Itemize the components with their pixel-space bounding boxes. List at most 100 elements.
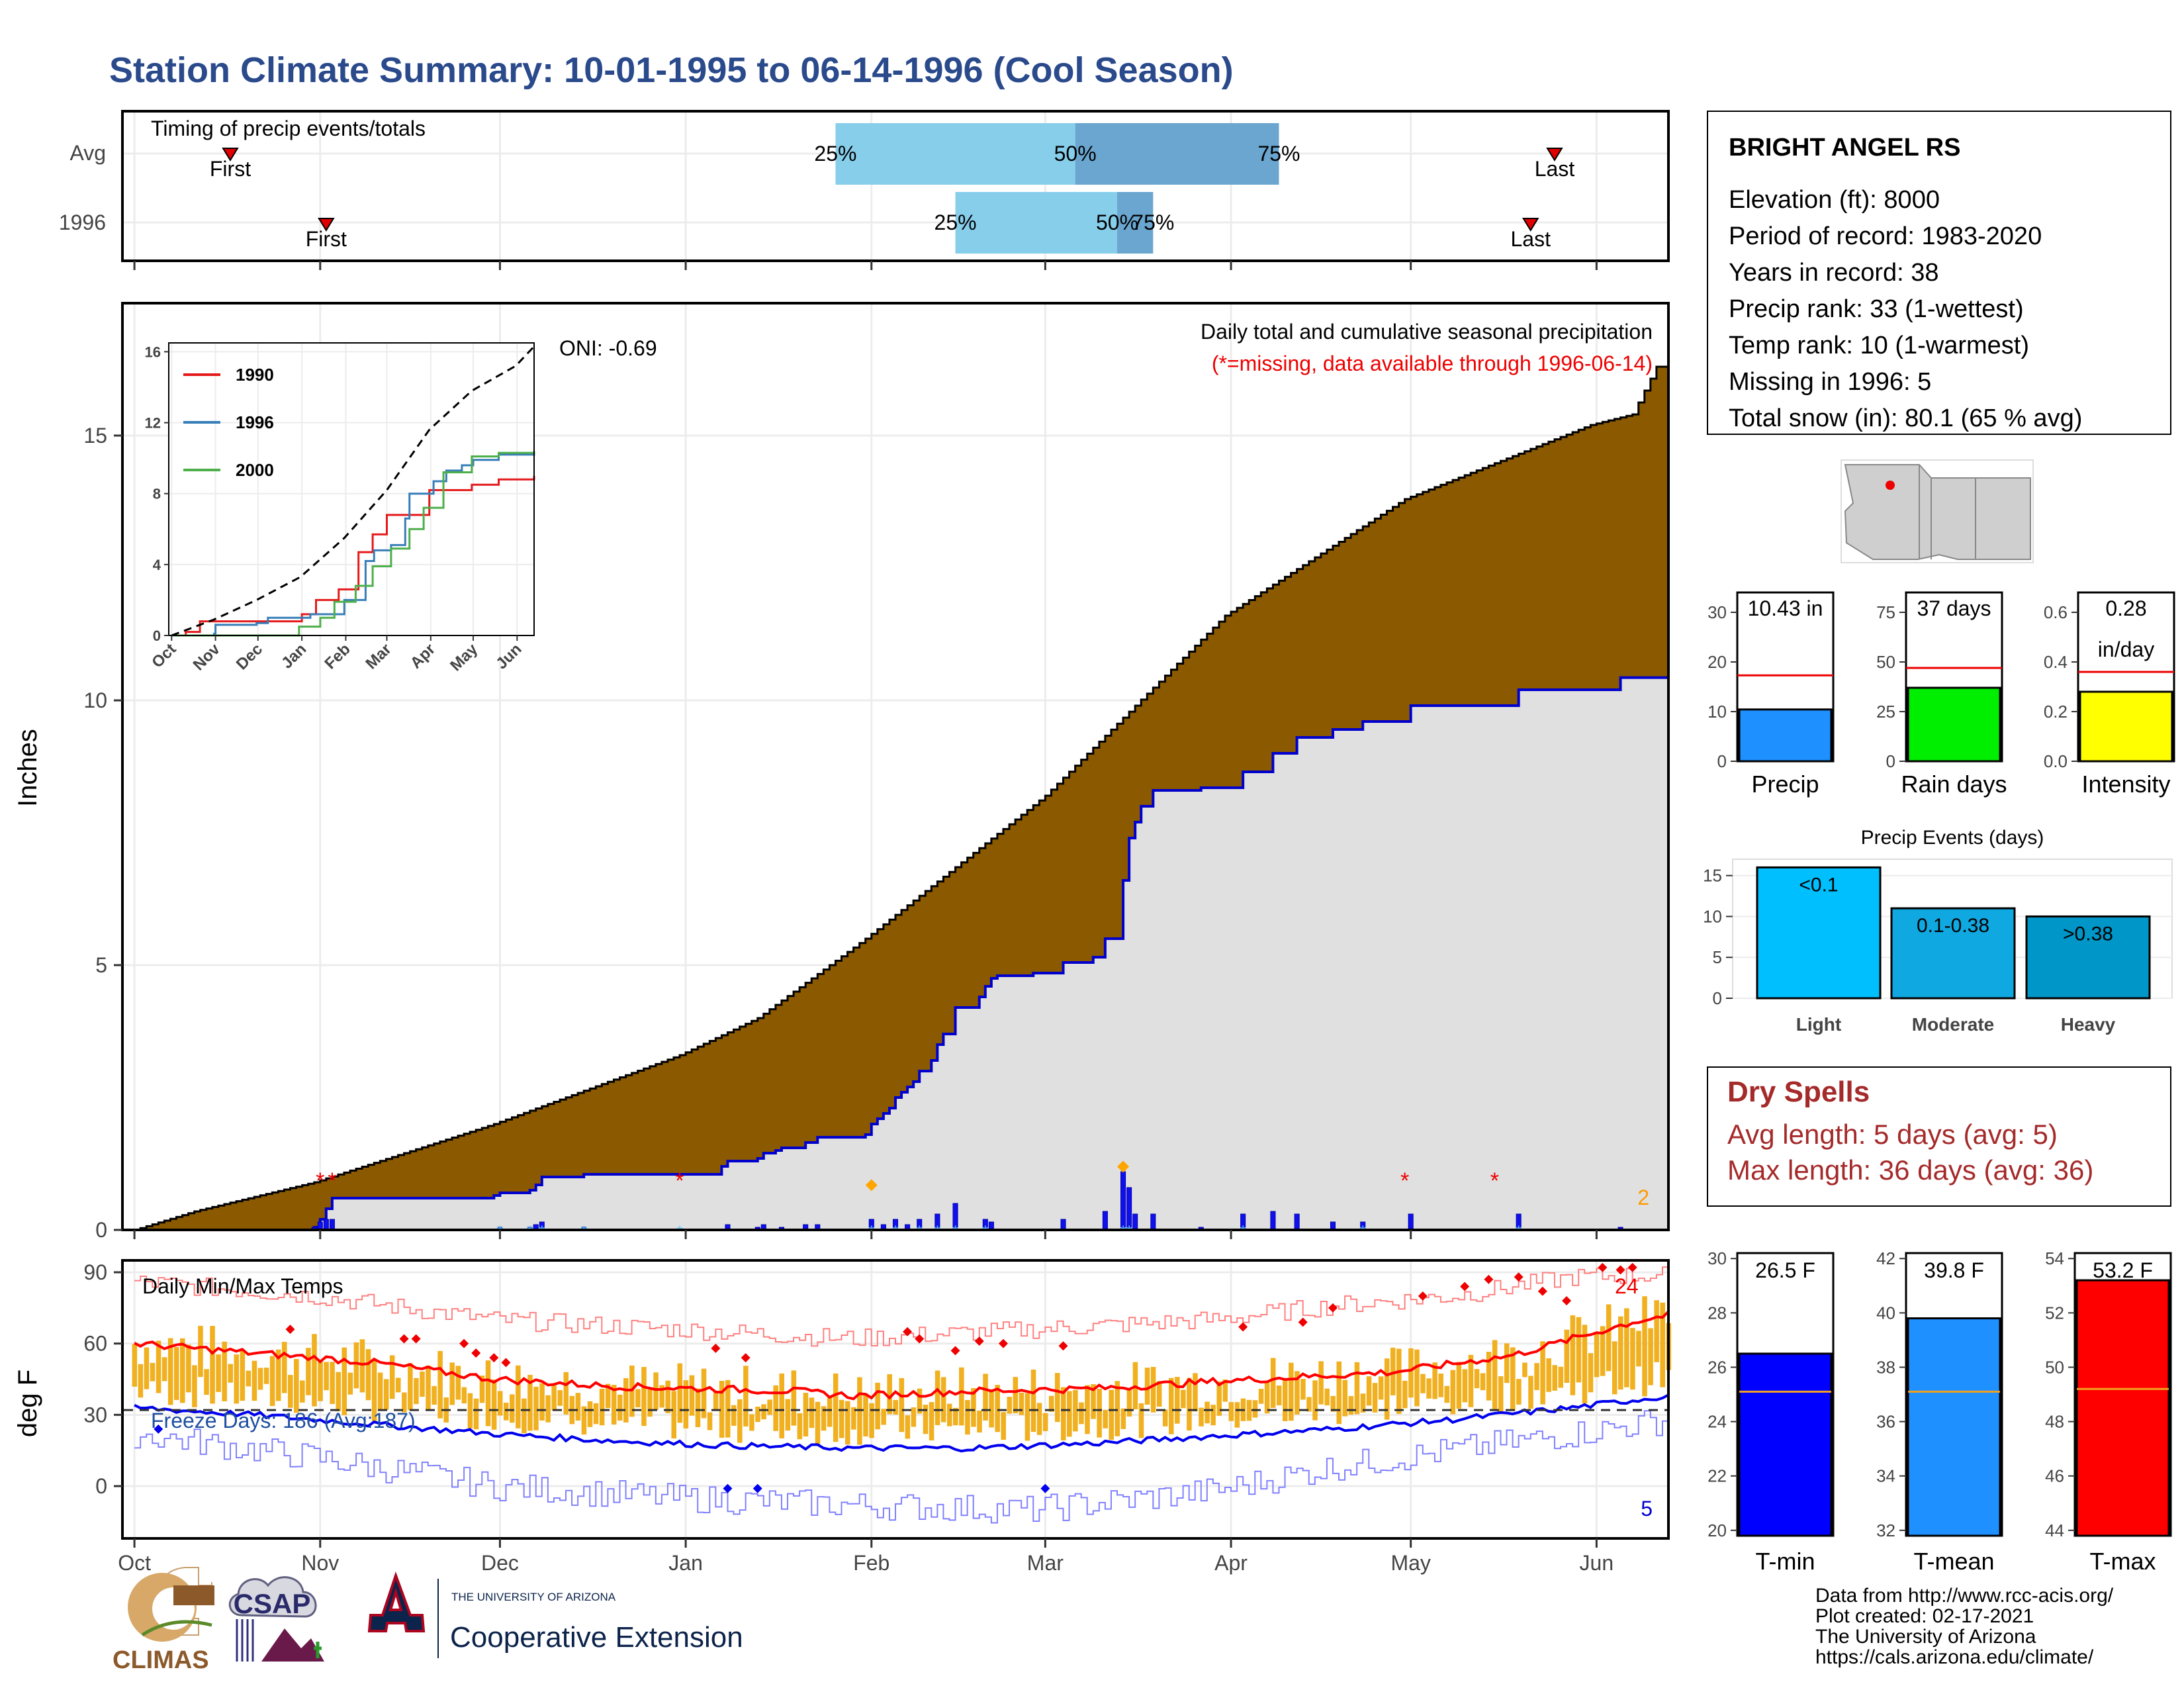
record-high-marker [1484, 1274, 1494, 1284]
csap-logo-cloud [228, 1576, 317, 1618]
daily-temp-bar [510, 1394, 515, 1423]
daily-temp-bar [216, 1354, 221, 1392]
orange-diamond-marker [1117, 1160, 1130, 1173]
daily-temp-bar [426, 1365, 431, 1411]
temp-y-tick-label: 60 [83, 1332, 107, 1356]
daily-temp-bar [563, 1372, 569, 1415]
station-details: Elevation (ft): 8000 Period of record: 19… [1729, 186, 2082, 432]
temp-x-tick-label: Oct [118, 1551, 151, 1575]
daily-temp-bar [330, 1362, 335, 1404]
temperature-summary-bars: 20 22 24 26 28 30 26.5 F T-min 32 34 36 38 40 42 39.8 … [1707, 1248, 2172, 1575]
daily-temp-bar [623, 1378, 629, 1423]
summary-y-tick-label: 25 [1876, 702, 1895, 722]
daily-temp-bar [1366, 1376, 1372, 1406]
record-high-marker [915, 1334, 925, 1344]
inset-legend-label: 1996 [236, 412, 274, 432]
daily-temp-bar [869, 1403, 874, 1438]
record-high-marker [1562, 1296, 1572, 1306]
inset-y-tick-label: 0 [153, 628, 161, 644]
station-detail-line: Temp rank: 10 (1-warmest) [1729, 332, 2029, 359]
snow-marker: * [917, 1223, 923, 1241]
daily-temp-bar [1270, 1358, 1276, 1408]
daily-temp-bar [336, 1372, 341, 1411]
daily-temp-bar [893, 1399, 899, 1415]
daily-precip-bar [329, 1219, 335, 1231]
daily-temp-bar [1289, 1362, 1294, 1421]
state-borders [1919, 465, 1976, 559]
daily-temp-bar [503, 1402, 509, 1421]
daily-temp-bar [1618, 1316, 1623, 1390]
daily-temp-bar [557, 1390, 563, 1406]
daily-precip-bar [1102, 1211, 1108, 1231]
daily-precip-bar [1060, 1219, 1066, 1231]
daily-temp-bar [1007, 1397, 1013, 1414]
daily-temp-bar [533, 1386, 539, 1430]
temp-summary-y-tick-label: 54 [2045, 1248, 2064, 1268]
daily-temp-bar [581, 1406, 587, 1435]
daily-temp-bar [1348, 1395, 1354, 1415]
csap-logo-text: CSAP [234, 1588, 311, 1619]
precip-panel-frame [121, 302, 1670, 1231]
temp-panel-title: Daily Min/Max Temps [142, 1274, 343, 1298]
daily-temp-bar [785, 1399, 791, 1431]
daily-temp-bar [881, 1409, 886, 1425]
missing-day-marker: * [1400, 1168, 1409, 1194]
daily-temp-bar [1312, 1380, 1318, 1421]
events-y-tick-label: 10 [1703, 906, 1722, 926]
daily-temp-bar [1168, 1378, 1174, 1434]
daily-temp-bar [1342, 1380, 1348, 1417]
daily-temp-bar [1606, 1304, 1612, 1372]
inset-legend: 1990 1996 2000 [183, 365, 274, 480]
record-high-marker [399, 1334, 409, 1344]
daily-temp-bar [1120, 1408, 1126, 1429]
daily-temp-bar [228, 1364, 234, 1383]
summary-y-tick-label: 20 [1707, 652, 1727, 672]
temp-panel: 0 30 60 90 Oct Nov Dec Jan Feb Mar Apr May Jun deg … [13, 1259, 1672, 1575]
daily-temp-bar [815, 1401, 821, 1444]
daily-precip-bar [1294, 1213, 1300, 1231]
temp-x-tick-label: Apr [1214, 1551, 1248, 1575]
daily-temp-bar [353, 1342, 359, 1389]
avg-p25-label: 25% [814, 142, 856, 165]
daily-temp-bar [300, 1380, 305, 1403]
daily-temp-bar [977, 1410, 982, 1433]
ua-logo-big-text: Cooperative Extension [450, 1621, 743, 1654]
daily-temp-bar [917, 1388, 923, 1414]
daily-temp-bar [593, 1403, 599, 1425]
avg-last-marker [1546, 148, 1563, 162]
year-last-label: Last [1511, 227, 1551, 251]
daily-temp-bar [971, 1387, 976, 1427]
snow-marker: * [527, 1223, 533, 1241]
daily-temp-bar [1444, 1385, 1450, 1403]
snow-marker: * [1120, 1223, 1126, 1241]
temp-summary-value: 53.2 F [2093, 1258, 2153, 1282]
record-high-line [134, 1266, 1669, 1347]
csap-logo: CSAP [228, 1576, 324, 1662]
daily-temp-bar [1252, 1400, 1258, 1418]
daily-temp-bar [863, 1393, 868, 1436]
daily-temp-bar [743, 1366, 749, 1427]
summary-y-tick-label: 10 [1707, 702, 1727, 722]
daily-temp-bar [791, 1370, 797, 1426]
daily-temp-bar [359, 1339, 365, 1393]
daily-temp-bar [1042, 1413, 1048, 1432]
daily-temp-bar [1654, 1300, 1659, 1362]
record-low-marker [1040, 1483, 1050, 1493]
inset-frame [168, 342, 535, 636]
daily-temp-bar [1372, 1383, 1378, 1413]
climas-logo-text: CLIMAS [113, 1646, 209, 1674]
daily-temp-bar [1001, 1412, 1007, 1440]
events-bar-heavy [2025, 915, 2151, 1000]
temp-x-tick-label: Feb [853, 1551, 889, 1575]
year-quartile-bar-lower [955, 192, 1118, 254]
station-detail-line: Precip rank: 33 (1-wettest) [1729, 295, 2024, 323]
daily-temp-bar [1283, 1380, 1288, 1421]
inset-series-2000 [171, 451, 535, 637]
year-quartile-bar-upper [1117, 192, 1154, 254]
daily-temp-bar [1456, 1362, 1462, 1409]
precip-y-tick-label: 5 [95, 953, 107, 977]
climas-logo-block [173, 1585, 214, 1605]
events-y-tick-label: 15 [1703, 866, 1722, 886]
daily-precip-bar [1120, 1171, 1126, 1231]
